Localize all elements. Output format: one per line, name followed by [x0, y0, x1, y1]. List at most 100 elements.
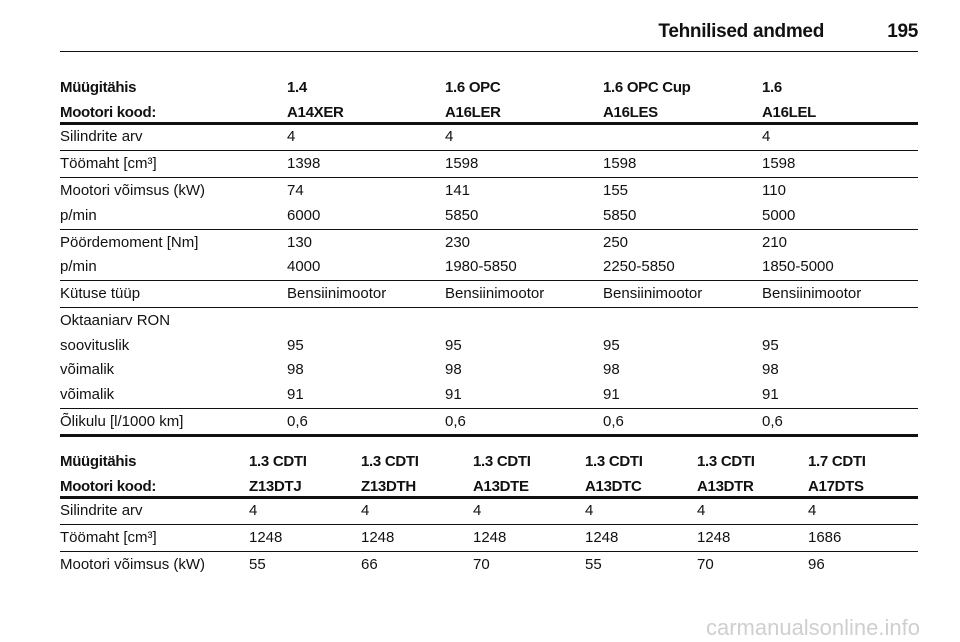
cell: 0,6: [287, 412, 308, 430]
cell: 250: [603, 233, 629, 251]
cell: 1248: [361, 529, 395, 546]
cell: 2250-5850: [603, 258, 675, 275]
cell: 91: [287, 385, 304, 403]
header-cell: 1.6 OPC: [445, 79, 501, 96]
header-cell: 1.6: [762, 79, 782, 96]
cell: 55: [585, 556, 602, 573]
cell: 210: [762, 233, 788, 251]
cell: 96: [808, 556, 825, 573]
cell: 4: [762, 128, 771, 145]
cell: 98: [603, 361, 620, 378]
header-cell: 1.3 CDTI: [697, 453, 755, 470]
cell: 98: [762, 361, 779, 378]
rule: [60, 150, 918, 151]
header-cell: A16LEL: [762, 104, 817, 121]
row-label: soovituslik: [60, 336, 130, 354]
cell: 95: [287, 336, 304, 354]
cell: 1248: [697, 529, 731, 546]
header-cell: Müügitähis: [60, 453, 137, 470]
row-label: Töömaht [cm³]: [60, 155, 157, 172]
header-cell: Z13DTH: [361, 478, 416, 495]
header-cell: A16LER: [445, 104, 501, 121]
thick-rule: [60, 433, 918, 437]
header-cell: 1.4: [287, 79, 307, 96]
cell: 95: [603, 336, 620, 354]
row-label: Oktaaniarv RON: [60, 312, 171, 329]
cell: Bensiinimootor: [445, 285, 545, 302]
header-cell: 1.3 CDTI: [473, 453, 531, 470]
watermark: carmanualsonline.info: [705, 615, 920, 640]
header-cell: Z13DTJ: [249, 478, 302, 495]
row-label: p/min: [60, 258, 97, 275]
row-label: Õlikulu [l/1000 km]: [60, 412, 184, 430]
cell: 74: [287, 182, 304, 199]
cell: 98: [445, 361, 462, 378]
cell: Bensiinimootor: [603, 285, 703, 302]
header-cell: A13DTC: [585, 478, 642, 495]
cell: 0,6: [762, 412, 783, 430]
cell: 1598: [762, 155, 796, 172]
header-cell: 1.3 CDTI: [361, 453, 419, 470]
thick-rule: [60, 496, 918, 499]
header-cell: Müügitähis: [60, 79, 137, 96]
header-cell: 1.7 CDTI: [808, 453, 866, 470]
row-label: Mootori võimsus (kW): [60, 556, 206, 573]
row-label: Silindrite arv: [60, 128, 143, 145]
cell: 5850: [603, 206, 637, 224]
cell: 5850: [445, 206, 479, 224]
cell: 1980-5850: [445, 258, 517, 275]
row-label: Silindrite arv: [60, 502, 143, 519]
cell: 91: [603, 385, 620, 403]
cell: 4: [361, 502, 370, 519]
header-cell: 1.3 CDTI: [249, 453, 307, 470]
cell: 55: [249, 556, 266, 573]
cell: 95: [762, 336, 779, 354]
cell: 70: [473, 556, 490, 573]
header-cell: A14XER: [287, 104, 344, 121]
cell: 1398: [287, 155, 321, 172]
row-label: p/min: [60, 206, 97, 224]
cell: Bensiinimootor: [762, 285, 862, 302]
header-cell: A17DTS: [808, 478, 864, 495]
cell: 66: [361, 556, 378, 573]
cell: 4: [249, 502, 258, 519]
cell: 4: [473, 502, 482, 519]
cell: 4000: [287, 258, 321, 275]
header-cell: A13DTE: [473, 478, 529, 495]
cell: 1248: [473, 529, 507, 546]
cell: 4: [445, 128, 454, 145]
header-cell: Mootori kood:: [60, 104, 157, 121]
header-cell: Mootori kood:: [60, 478, 157, 495]
header-cell: A13DTR: [697, 478, 754, 495]
page-number: 195: [887, 21, 918, 42]
rule: [60, 280, 918, 281]
cell: 1598: [603, 155, 637, 172]
cell: 4: [287, 128, 296, 145]
header-cell: 1.6 OPC Cup: [603, 79, 691, 96]
cell: 110: [762, 182, 786, 199]
cell: 95: [445, 336, 462, 354]
thick-rule: [60, 122, 918, 125]
cell: 91: [762, 385, 779, 403]
rule: [60, 551, 918, 552]
cell: 4: [697, 502, 706, 519]
cell: 70: [697, 556, 714, 573]
section-title: Tehnilised andmed: [658, 21, 824, 42]
cell: 6000: [287, 206, 321, 224]
cell: 1248: [249, 529, 283, 546]
row-label: Pöördemoment [Nm]: [60, 233, 199, 251]
row-label: Töömaht [cm³]: [60, 529, 157, 546]
cell: 4: [808, 502, 817, 519]
cell: 98: [287, 361, 304, 378]
row-label: võimalik: [60, 361, 115, 378]
cell: 5000: [762, 206, 796, 224]
header-cell: A16LES: [603, 104, 658, 121]
header-rule: [60, 51, 918, 52]
cell: 1598: [445, 155, 479, 172]
cell: 0,6: [445, 412, 466, 430]
cell: 130: [287, 233, 313, 251]
rule: [60, 524, 918, 525]
row-label: Mootori võimsus (kW): [60, 182, 206, 199]
rule: [60, 407, 918, 409]
